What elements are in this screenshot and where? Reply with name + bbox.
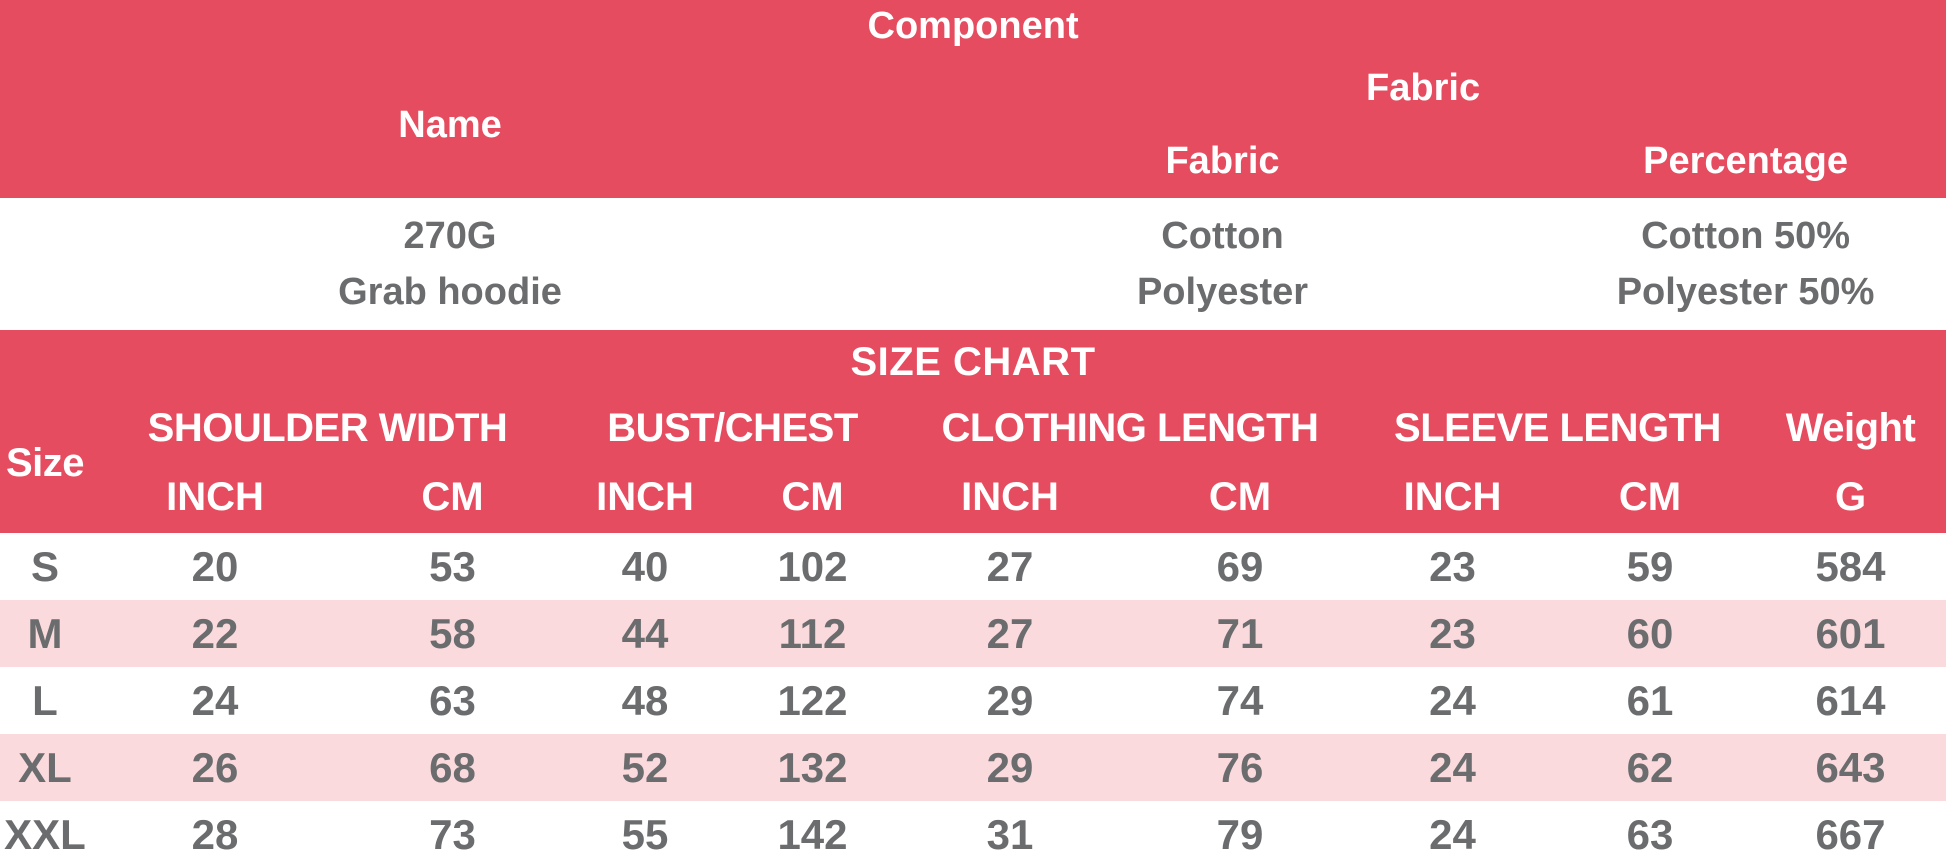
component-table: Component Name Fabric Fabric Percentage … xyxy=(0,0,1946,330)
bust-cm-value: 102 xyxy=(777,542,848,590)
bust-inch-value: 40 xyxy=(621,542,669,590)
sleeve-inch-value: 24 xyxy=(1429,676,1476,724)
weight-unit-header: G xyxy=(1755,462,1946,533)
bust-inch-value: 48 xyxy=(621,676,669,724)
weight-value: 584 xyxy=(1815,542,1886,590)
weight-value: 643 xyxy=(1815,743,1886,791)
shoulder-cm-value: 73 xyxy=(429,810,476,858)
sleeve-inch-value: 23 xyxy=(1429,609,1476,657)
shoulder-inch-value: 24 xyxy=(191,676,239,724)
bust-inch-value: 52 xyxy=(621,743,669,791)
shoulder-width-header: SHOULDER WIDTH xyxy=(90,394,565,462)
sleeve-cm-value: 63 xyxy=(1626,810,1674,858)
shoulder-cm-value: 63 xyxy=(429,676,476,724)
percentage-line1: Cotton 50% xyxy=(1641,215,1851,257)
sleeve-cm-header: CM xyxy=(1545,462,1755,533)
shoulder-cm-value: 58 xyxy=(429,609,476,657)
fabric-line1: Cotton xyxy=(1161,215,1284,257)
sleeve-cm-value: 62 xyxy=(1626,743,1674,791)
clothing-cm-value: 71 xyxy=(1216,609,1264,657)
percentage-cell: Cotton 50% Polyester 50% xyxy=(1545,198,1946,330)
shoulder-cm-value: 68 xyxy=(429,743,476,791)
size-column-header: Size xyxy=(0,394,90,533)
size-label: M xyxy=(27,609,63,657)
bust-inch-header: INCH xyxy=(565,462,725,533)
weight-value: 614 xyxy=(1815,676,1886,724)
shoulder-inch-value: 26 xyxy=(191,743,239,791)
sleeve-cm-value: 61 xyxy=(1626,676,1674,724)
fabric-line2: Polyester xyxy=(1136,271,1309,313)
shoulder-cm-header: CM xyxy=(340,462,565,533)
size-label: L xyxy=(32,676,58,724)
clothing-cm-value: 79 xyxy=(1216,810,1264,858)
bust-inch-value: 44 xyxy=(621,609,669,657)
bust-cm-value: 132 xyxy=(777,743,848,791)
bust-inch-value: 55 xyxy=(621,810,669,858)
clothing-cm-header: CM xyxy=(1120,462,1360,533)
shoulder-inch-value: 20 xyxy=(191,542,239,590)
sleeve-inch-header: INCH xyxy=(1360,462,1545,533)
sleeve-inch-value: 23 xyxy=(1429,542,1476,590)
bust-chest-header: BUST/CHEST xyxy=(565,394,900,462)
percentage-column-header: Percentage xyxy=(1545,125,1946,198)
clothing-inch-value: 31 xyxy=(986,810,1034,858)
sleeve-length-header: SLEEVE LENGTH xyxy=(1360,394,1755,462)
clothing-inch-value: 27 xyxy=(986,609,1034,657)
shoulder-inch-header: INCH xyxy=(90,462,340,533)
clothing-cm-value: 74 xyxy=(1216,676,1264,724)
weight-value: 667 xyxy=(1815,810,1886,858)
size-row-xl: XL 26 68 52 132 29 76 24 62 643 xyxy=(0,734,1946,801)
clothing-cm-value: 76 xyxy=(1216,743,1264,791)
name-column-header: Name xyxy=(0,52,900,198)
percentage-line2: Polyester 50% xyxy=(1616,271,1875,313)
weight-header: Weight xyxy=(1755,394,1946,462)
product-name-line2: Grab hoodie xyxy=(338,271,562,313)
fabric-cell: Cotton Polyester xyxy=(900,198,1545,330)
shoulder-inch-value: 22 xyxy=(191,609,239,657)
bust-cm-value: 112 xyxy=(778,609,847,657)
clothing-cm-value: 69 xyxy=(1216,542,1264,590)
size-row-m: M 22 58 44 112 27 71 23 60 601 xyxy=(0,600,1946,667)
clothing-inch-value: 29 xyxy=(986,676,1034,724)
product-name-cell: 270G Grab hoodie xyxy=(0,198,900,330)
size-label: XL xyxy=(18,743,72,791)
component-title: Component xyxy=(0,0,1946,52)
fabric-column-header: Fabric xyxy=(900,125,1545,198)
clothing-length-header: CLOTHING LENGTH xyxy=(900,394,1360,462)
bust-cm-value: 122 xyxy=(777,676,848,724)
weight-value: 601 xyxy=(1815,609,1886,657)
bust-cm-value: 142 xyxy=(777,810,848,858)
fabric-group-header: Fabric xyxy=(900,52,1946,125)
sleeve-inch-value: 24 xyxy=(1429,810,1476,858)
clothing-inch-value: 27 xyxy=(986,542,1034,590)
bust-cm-header: CM xyxy=(725,462,900,533)
size-label: S xyxy=(30,542,59,590)
size-row-xxl: XXL 28 73 55 142 31 79 24 63 667 xyxy=(0,801,1946,868)
shoulder-inch-value: 28 xyxy=(191,810,239,858)
size-label: XXL xyxy=(4,810,86,858)
clothing-inch-header: INCH xyxy=(900,462,1120,533)
clothing-inch-value: 29 xyxy=(986,743,1034,791)
size-row-s: S 20 53 40 102 27 69 23 59 584 xyxy=(0,533,1946,600)
size-chart-table: SIZE CHART Size SHOULDER WIDTH BUST/CHES… xyxy=(0,330,1946,868)
sleeve-cm-value: 60 xyxy=(1626,609,1674,657)
size-chart-title: SIZE CHART xyxy=(0,330,1946,394)
shoulder-cm-value: 53 xyxy=(429,542,476,590)
sleeve-cm-value: 59 xyxy=(1626,542,1674,590)
size-row-l: L 24 63 48 122 29 74 24 61 614 xyxy=(0,667,1946,734)
sleeve-inch-value: 24 xyxy=(1429,743,1476,791)
product-name-line1: 270G xyxy=(403,215,497,257)
